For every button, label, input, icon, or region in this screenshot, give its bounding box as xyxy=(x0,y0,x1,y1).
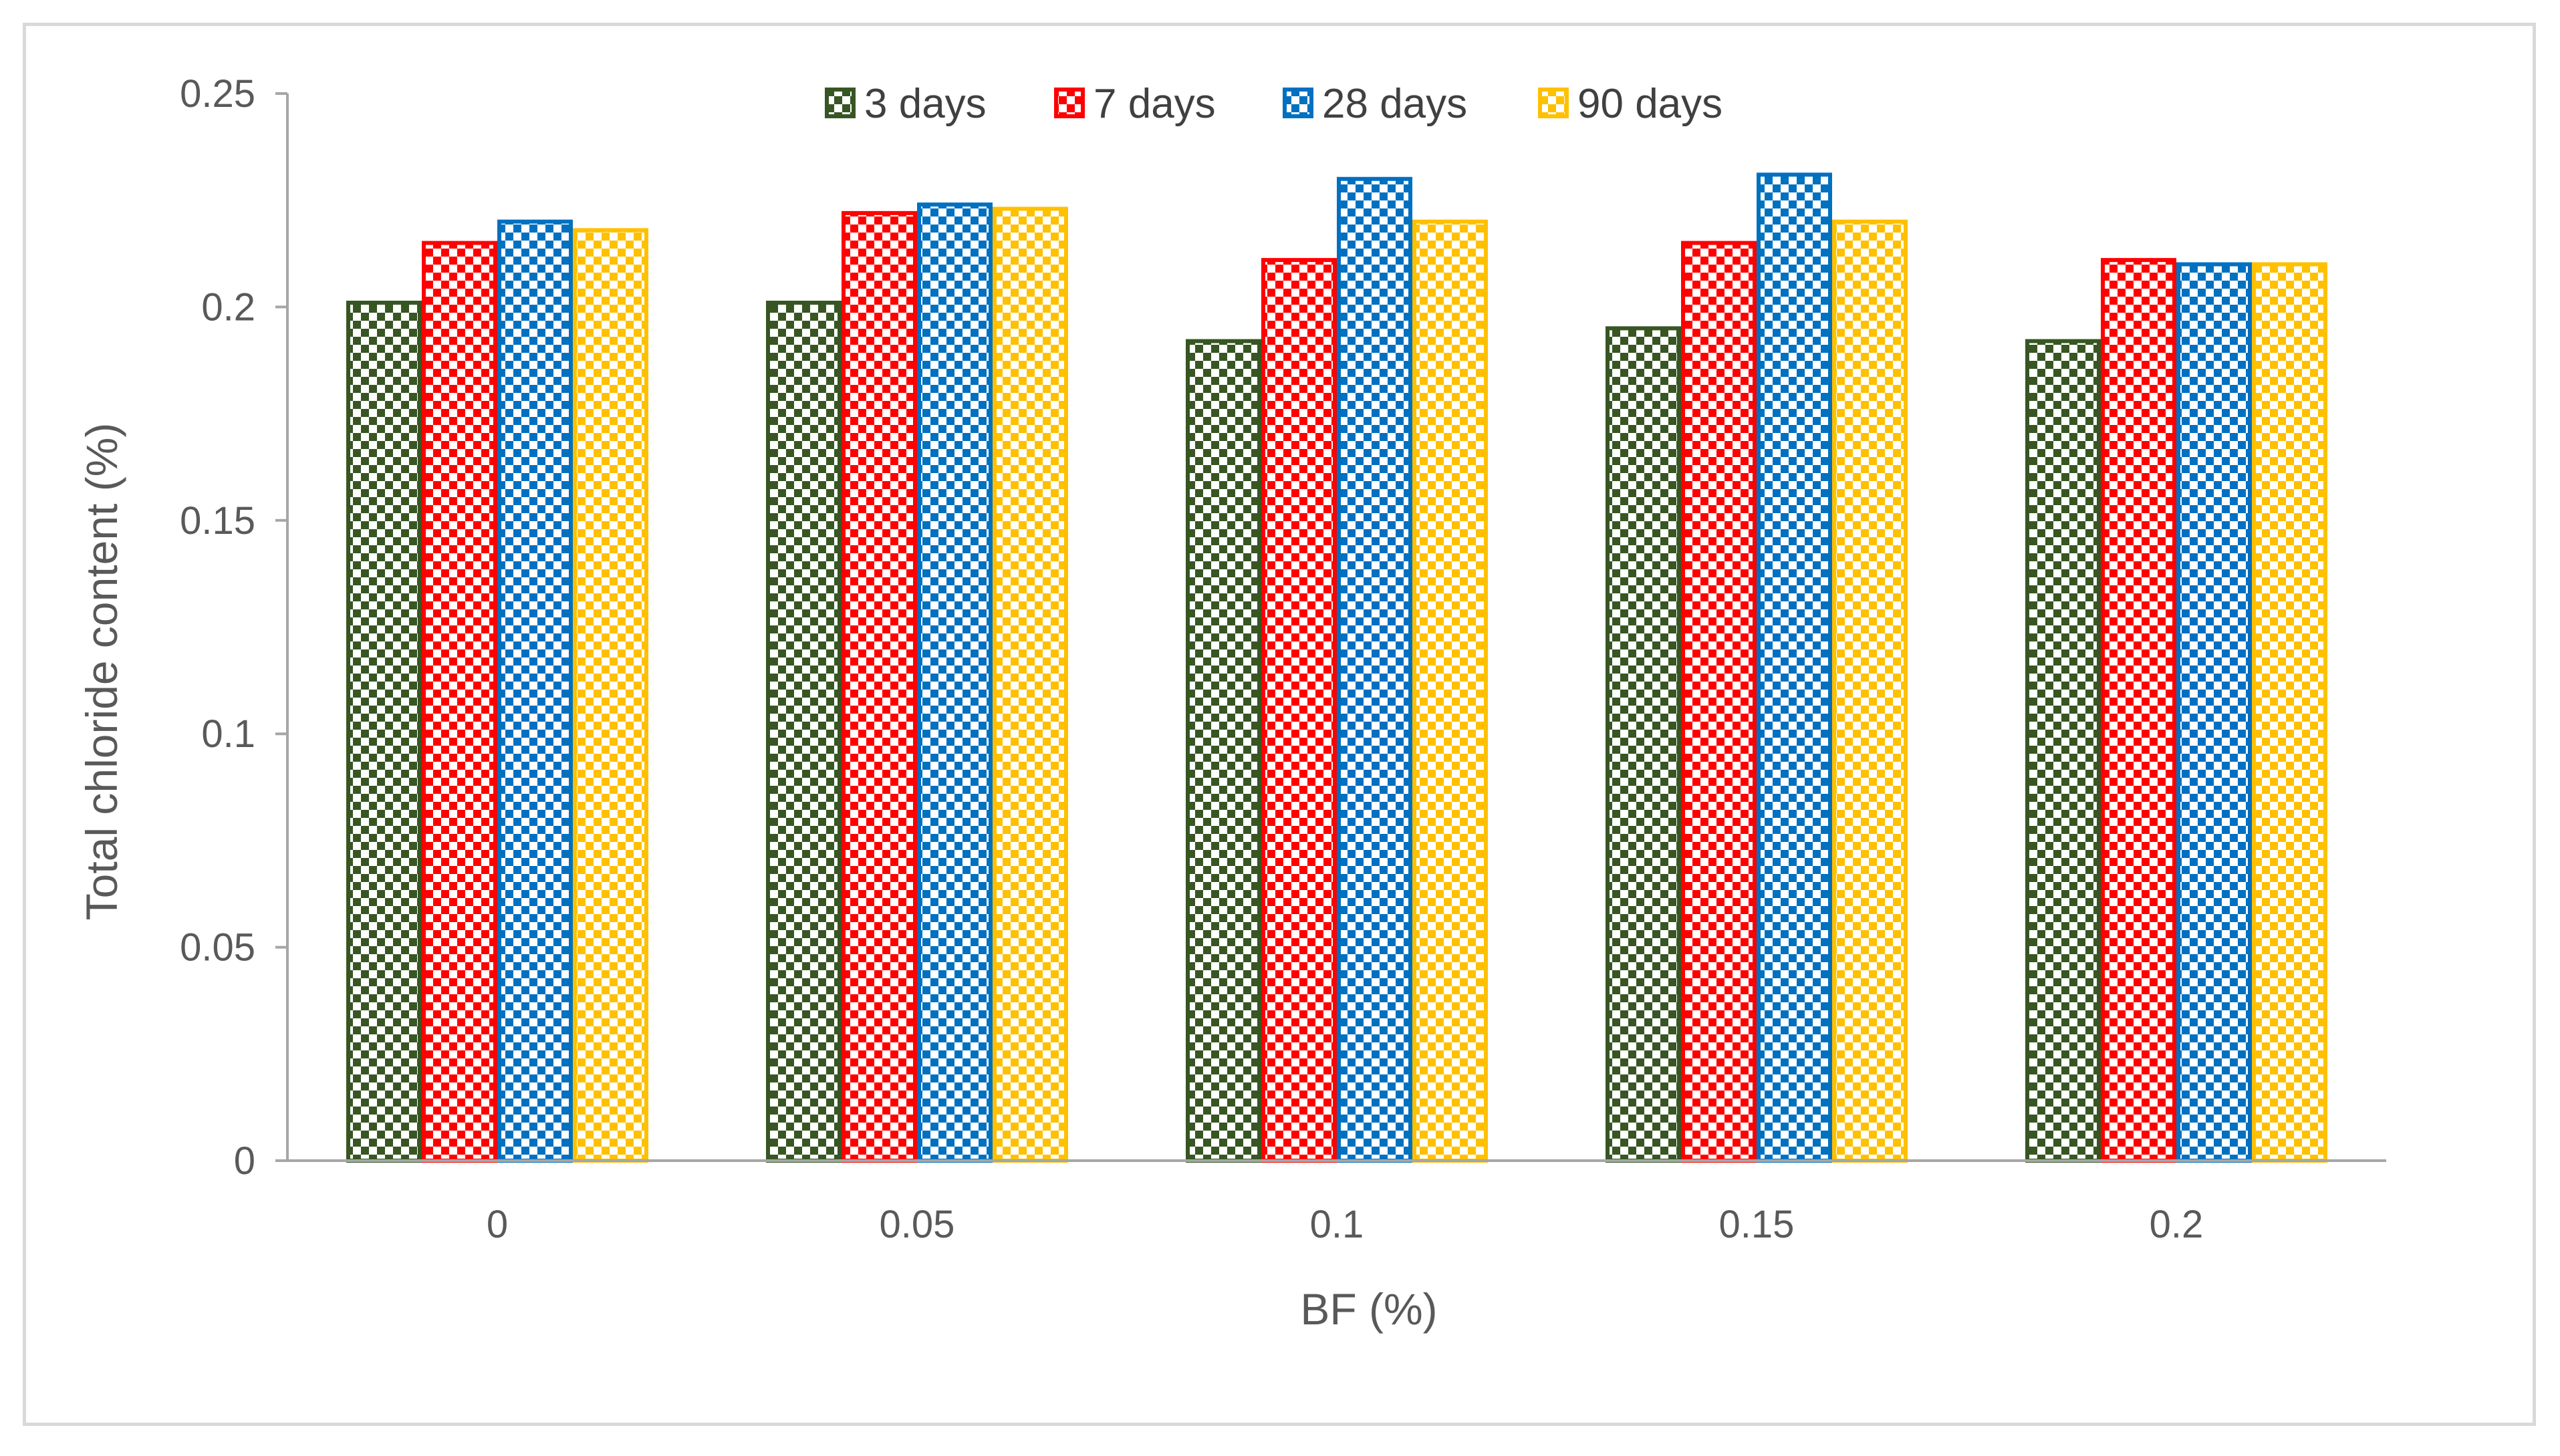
legend-swatch xyxy=(1538,88,1569,118)
bar-28-days-0.2 xyxy=(2176,262,2252,1163)
bar-7-days-0.05 xyxy=(842,210,917,1163)
bar-3-days-0 xyxy=(346,301,422,1163)
x-tick-label: 0.05 xyxy=(880,1203,955,1246)
bar-7-days-0.1 xyxy=(1261,258,1337,1163)
bars-layer xyxy=(346,172,2327,1163)
x-tick-label: 0.1 xyxy=(1310,1203,1364,1246)
bar-28-days-0 xyxy=(497,219,573,1163)
legend-label: 28 days xyxy=(1322,81,1467,127)
bar-28-days-0.15 xyxy=(1757,172,1832,1163)
legend-label: 7 days xyxy=(1094,81,1216,127)
y-tick-label: 0.25 xyxy=(180,72,255,116)
legend-label: 90 days xyxy=(1577,81,1722,127)
bar-90-days-0 xyxy=(573,228,648,1163)
y-tick-label: 0.05 xyxy=(180,926,255,970)
y-tick-label: 0.2 xyxy=(201,285,255,329)
x-tick-label: 0.2 xyxy=(2150,1203,2204,1246)
bar-7-days-0 xyxy=(422,241,497,1163)
bar-3-days-0.05 xyxy=(766,301,842,1163)
bar-3-days-0.1 xyxy=(1186,339,1261,1163)
x-tick-label: 0.15 xyxy=(1719,1203,1795,1246)
bar-7-days-0.15 xyxy=(1681,241,1757,1163)
y-tick-label: 0.15 xyxy=(180,499,255,543)
bar-90-days-0.2 xyxy=(2252,262,2327,1163)
bar-3-days-0.2 xyxy=(2025,339,2101,1163)
bar-7-days-0.2 xyxy=(2101,258,2176,1163)
y-tick-label: 0.1 xyxy=(201,712,255,756)
legend: 3 days 7 days 28 days 90 days xyxy=(825,81,1722,127)
legend-swatch xyxy=(1283,88,1313,118)
x-tick-label: 0 xyxy=(487,1203,508,1246)
bar-90-days-0.05 xyxy=(993,206,1068,1163)
bar-90-days-0.1 xyxy=(1412,219,1488,1163)
x-axis-title: BF (%) xyxy=(1300,1284,1437,1334)
bar-3-days-0.15 xyxy=(1606,326,1681,1163)
y-tick-label: 0 xyxy=(234,1139,255,1183)
y-tick-labels: 0 0.05 0.1 0.15 0.2 0.25 xyxy=(180,72,287,1183)
y-axis-title: Total chloride content (%) xyxy=(77,423,126,921)
bar-28-days-0.05 xyxy=(917,202,993,1163)
legend-swatch xyxy=(1054,88,1085,118)
legend-label: 3 days xyxy=(864,81,987,127)
bar-28-days-0.1 xyxy=(1337,176,1412,1163)
bar-90-days-0.15 xyxy=(1832,219,1908,1163)
legend-swatch xyxy=(825,88,856,118)
x-tick-labels: 0 0.05 0.1 0.15 0.2 xyxy=(487,1203,2203,1246)
